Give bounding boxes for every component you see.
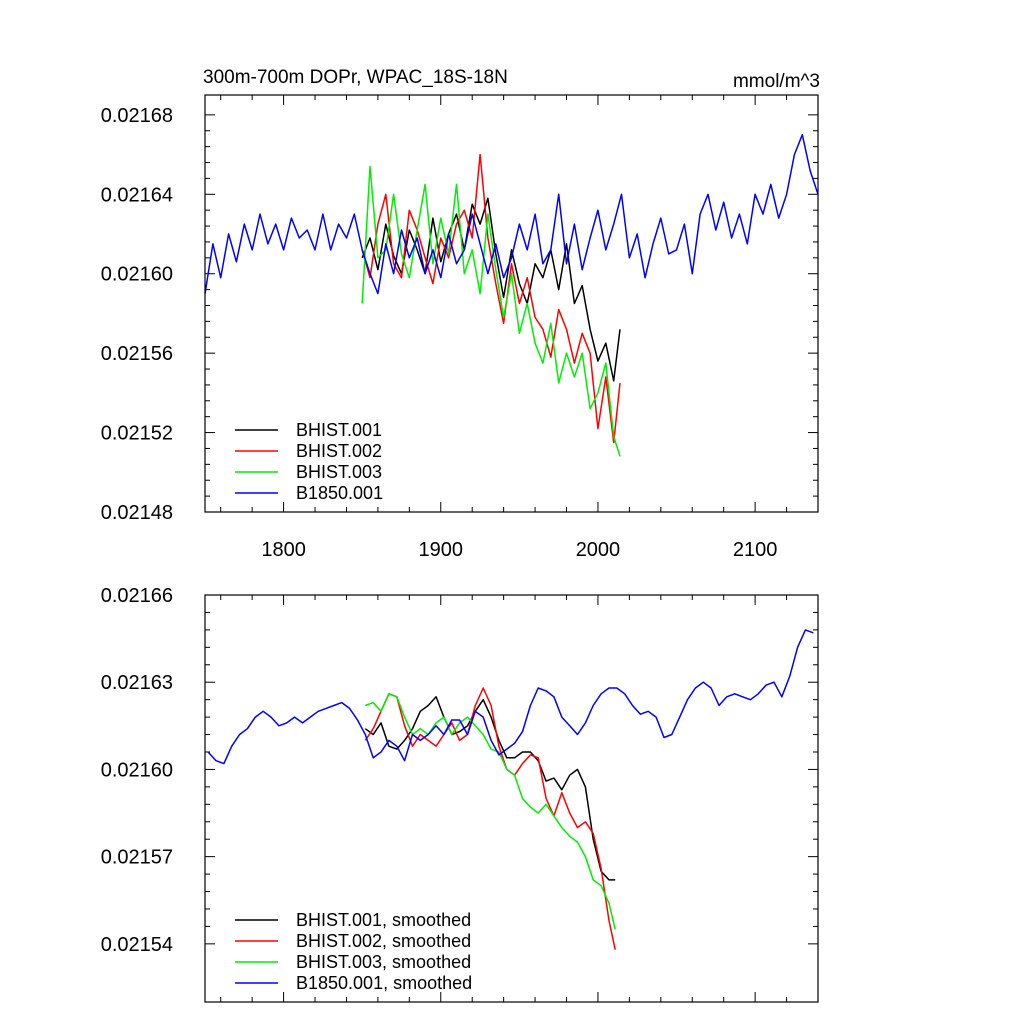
bottom-series-line-2 [364,687,616,950]
top-legend-label-1: BHIST.001 [296,420,382,440]
top-x-tick-label: 1800 [261,539,306,561]
top-y-tick-label: 0.02168 [101,105,173,127]
top-legend-label-2: BHIST.002 [296,441,382,461]
top-y-tick-label: 0.02148 [101,502,173,524]
bottom-y-tick-label: 0.02166 [101,585,173,607]
top-series-line-4 [204,133,819,295]
top-y-tick-label: 0.02152 [101,423,173,445]
top-y-tick-label: 0.02156 [101,343,173,365]
bottom-plot-frame [204,594,819,1003]
bottom-series-line-3 [365,693,616,930]
bottom-legend-label-1: BHIST.001, smoothed [296,910,471,930]
top-series-lines [204,133,819,457]
bottom-y-tick-label: 0.02154 [101,934,173,956]
top-y-tick-label: 0.02160 [101,264,173,286]
bottom-legend-label-2: BHIST.002, smoothed [296,931,471,951]
bottom-panel: 0.02154 0.02157 0.02160 0.02163 0.02166 BHIS… [101,585,819,1003]
bottom-y-tick-label: 0.02163 [101,672,173,694]
bottom-series-lines [207,629,814,950]
top-panel: 300m-700m DOPr, WPAC_18S-18N mmol/m^3 18… [101,67,820,561]
top-legend-label-3: BHIST.003 [296,462,382,482]
bottom-series-line-4 [207,629,814,765]
top-chart-units: mmol/m^3 [733,71,820,92]
top-chart-title: 300m-700m DOPr, WPAC_18S-18N [203,67,508,88]
top-x-tick-label: 2100 [733,539,778,561]
top-axis-ticks: 1800 1900 2000 2100 0.02148 0.02152 0.02156 0.0… [101,95,819,561]
bottom-legend-label-3: BHIST.003, smoothed [296,952,471,972]
top-y-tick-label: 0.02164 [101,184,173,206]
bottom-y-tick-label: 0.02157 [101,847,173,869]
top-x-tick-label: 2000 [576,539,621,561]
top-plot-frame [204,94,819,513]
top-series-line-2 [361,153,621,444]
bottom-y-tick-label: 0.02160 [101,759,173,781]
top-series-line-3 [361,165,621,457]
top-legend-label-4: B1850.001 [296,483,383,503]
bottom-legend-label-4: B1850.001, smoothed [296,973,472,993]
bottom-series-line-1 [364,696,616,881]
top-x-tick-label: 1900 [419,539,464,561]
top-series-line-1 [361,197,621,382]
